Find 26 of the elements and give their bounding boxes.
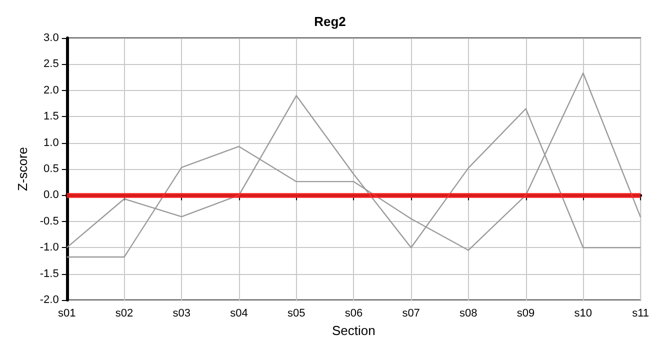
y-tick-label: -1.0 bbox=[40, 242, 59, 254]
y-tick-label: 1.5 bbox=[44, 110, 59, 123]
x-tick-label: s08 bbox=[460, 308, 478, 320]
x-tick-label: s01 bbox=[58, 308, 76, 320]
y-tick-label: 0.0 bbox=[44, 189, 59, 202]
x-tick-label: s07 bbox=[402, 308, 420, 320]
y-tick-label: -1.5 bbox=[40, 268, 59, 280]
x-tick-label: s03 bbox=[172, 308, 190, 320]
y-tick-label: 0.5 bbox=[44, 163, 59, 175]
x-tick-label: s09 bbox=[516, 308, 535, 320]
y-tick-label: -0.5 bbox=[40, 215, 59, 228]
line-series bbox=[66, 72, 642, 258]
x-tick-label: s05 bbox=[287, 308, 306, 320]
y-tick-label: 2.5 bbox=[44, 58, 59, 70]
x-tick-label: s04 bbox=[230, 308, 248, 320]
y-tick-label: 1.0 bbox=[44, 136, 59, 149]
y-tick-label: 2.0 bbox=[44, 84, 59, 96]
y-tick-label: -2.0 bbox=[40, 294, 59, 306]
x-tick-label: s11 bbox=[632, 308, 649, 320]
x-tick-label: s10 bbox=[574, 308, 592, 320]
y-tick-label: 3.0 bbox=[44, 32, 59, 44]
chart-title: Reg2 bbox=[314, 14, 346, 29]
x-axis-title: Section bbox=[332, 322, 376, 338]
x-tick-label: s02 bbox=[115, 308, 134, 320]
y-axis-title: Z-score bbox=[15, 146, 30, 192]
x-tick-label: s06 bbox=[344, 308, 363, 320]
